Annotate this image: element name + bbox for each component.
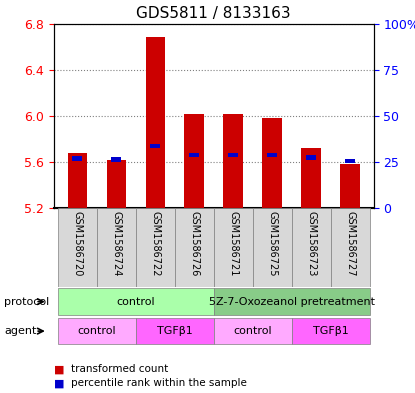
Text: agent: agent bbox=[4, 326, 37, 336]
Text: GSM1586725: GSM1586725 bbox=[267, 211, 277, 276]
Text: control: control bbox=[78, 326, 116, 336]
Text: ■: ■ bbox=[54, 378, 64, 388]
Text: control: control bbox=[117, 297, 155, 307]
Text: transformed count: transformed count bbox=[71, 364, 168, 375]
Bar bbox=[345, 159, 355, 163]
Bar bbox=[185, 114, 204, 208]
Bar bbox=[136, 208, 175, 287]
Title: GDS5811 / 8133163: GDS5811 / 8133163 bbox=[137, 6, 291, 21]
Bar bbox=[58, 208, 97, 287]
Text: 5Z-7-Oxozeanol pretreatment: 5Z-7-Oxozeanol pretreatment bbox=[209, 297, 375, 307]
Bar bbox=[73, 156, 82, 161]
Bar bbox=[301, 148, 321, 208]
Bar bbox=[97, 208, 136, 287]
Text: TGFβ1: TGFβ1 bbox=[157, 326, 193, 336]
Bar bbox=[68, 153, 87, 208]
Bar bbox=[267, 153, 277, 158]
Bar bbox=[214, 288, 370, 315]
Bar bbox=[189, 153, 199, 158]
Text: GSM1586721: GSM1586721 bbox=[228, 211, 238, 276]
Bar bbox=[292, 208, 331, 287]
Text: GSM1586727: GSM1586727 bbox=[345, 211, 355, 276]
Bar bbox=[175, 208, 214, 287]
Bar bbox=[340, 164, 360, 208]
Text: GSM1586724: GSM1586724 bbox=[111, 211, 121, 276]
Bar bbox=[262, 118, 282, 208]
Bar bbox=[112, 158, 121, 162]
Bar bbox=[331, 208, 370, 287]
Bar bbox=[58, 288, 214, 315]
Bar bbox=[58, 318, 136, 344]
Text: protocol: protocol bbox=[4, 297, 49, 307]
Bar bbox=[306, 155, 316, 160]
Bar bbox=[150, 143, 160, 148]
Bar bbox=[292, 318, 370, 344]
Text: TGFβ1: TGFβ1 bbox=[313, 326, 349, 336]
Bar bbox=[228, 153, 238, 158]
Text: GSM1586722: GSM1586722 bbox=[150, 211, 160, 276]
Text: percentile rank within the sample: percentile rank within the sample bbox=[71, 378, 247, 388]
Bar bbox=[253, 208, 292, 287]
Text: control: control bbox=[233, 326, 272, 336]
Text: ■: ■ bbox=[54, 364, 64, 375]
Text: GSM1586723: GSM1586723 bbox=[306, 211, 316, 276]
Bar bbox=[146, 37, 165, 208]
Bar bbox=[223, 114, 243, 208]
Text: GSM1586726: GSM1586726 bbox=[189, 211, 199, 276]
Bar bbox=[214, 208, 253, 287]
Bar bbox=[214, 318, 292, 344]
Text: GSM1586720: GSM1586720 bbox=[72, 211, 82, 276]
Bar bbox=[107, 160, 126, 208]
Bar bbox=[136, 318, 214, 344]
